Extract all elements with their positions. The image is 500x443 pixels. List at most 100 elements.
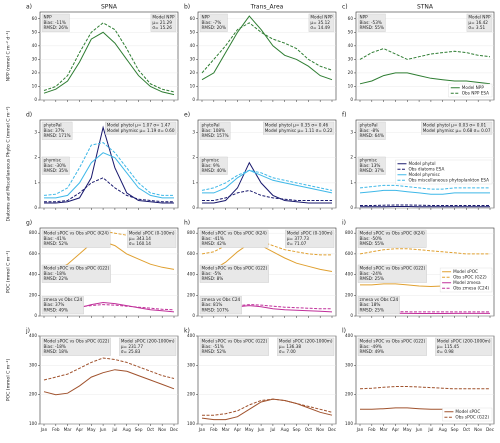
stats-text: μ= 231.77 bbox=[121, 344, 143, 349]
stats-box-bg bbox=[41, 337, 111, 356]
stats-text: Bias: 13% bbox=[360, 163, 381, 168]
series-line bbox=[359, 184, 490, 190]
stats-text: phytoPal bbox=[202, 123, 220, 128]
x-tick-label: Sep bbox=[293, 427, 301, 432]
legend-label: Model sPOC bbox=[453, 269, 478, 274]
y-tick-label: 40 bbox=[190, 43, 196, 48]
x-tick-label: Mar bbox=[64, 427, 72, 432]
x-tick-label: Nov bbox=[158, 427, 167, 432]
stats-text: Model sPOC vs Obs sPOC (K24) bbox=[360, 231, 426, 236]
x-tick-label: Sep bbox=[135, 427, 143, 432]
x-tick-label: Aug bbox=[281, 427, 290, 432]
y-tick-label: 400 bbox=[187, 333, 195, 338]
stats-text: Model NPP bbox=[152, 15, 175, 20]
series-line bbox=[359, 386, 490, 390]
x-tick-label: May bbox=[87, 427, 96, 432]
stats-text: NPP bbox=[44, 15, 53, 20]
series-line bbox=[201, 169, 333, 191]
y-tick-label: 50 bbox=[190, 29, 196, 34]
stats-text: RMSD: 26% bbox=[44, 25, 68, 30]
stats-box-bg bbox=[357, 296, 400, 315]
stats-box-bg bbox=[357, 229, 427, 248]
y-axis-label: NPP (mmol C m⁻² d⁻¹) bbox=[6, 31, 12, 82]
x-tick-label: Aug bbox=[439, 427, 448, 432]
stats-text: μ= 343.14 bbox=[129, 236, 151, 241]
stats-text: σ= 14.49 bbox=[310, 25, 330, 30]
series-line bbox=[359, 48, 491, 60]
stats-text: Model NPP bbox=[310, 15, 333, 20]
stats-text: Bias: 37% bbox=[44, 302, 65, 307]
stats-box-bg bbox=[150, 13, 177, 32]
stats-text: Bias: -53% bbox=[360, 20, 382, 25]
stats-text: Model sPOC vs Obs sPOC (G22) bbox=[202, 339, 268, 344]
stats-box-bg bbox=[357, 13, 386, 32]
x-tick-label: Jan bbox=[40, 427, 48, 432]
series-line bbox=[44, 304, 175, 311]
y-tick-label: 200 bbox=[345, 392, 353, 397]
y-tick-label: 100 bbox=[29, 421, 37, 426]
panel-label: a) bbox=[26, 4, 32, 11]
stats-box: Model sPOC vs Obs sPOC (G22)Bias: -49%RM… bbox=[357, 337, 427, 356]
stats-text: RMSD: 55% bbox=[360, 241, 384, 246]
x-tick-label: Mar bbox=[380, 427, 388, 432]
panel-label: b) bbox=[184, 4, 190, 11]
stats-box: Model sPOC vs Obs sPOC (G22)Bias: -18%RM… bbox=[41, 264, 111, 283]
y-tick-label: 400 bbox=[345, 272, 353, 277]
y-tick-label: 1 bbox=[34, 180, 37, 185]
stats-box-bg bbox=[308, 13, 335, 32]
stats-text: σ= 3.51 bbox=[468, 25, 485, 30]
y-tick-label: 50 bbox=[32, 29, 38, 34]
stats-text: μ= 16.42 bbox=[468, 20, 488, 25]
stats-text: σ= 160.14 bbox=[129, 241, 151, 246]
stats-text: Bias: -50% bbox=[360, 236, 382, 241]
x-tick-label: Jun bbox=[99, 427, 107, 432]
stats-box: Model sPOC (200-1000m)μ= 231.77σ= 25.83 bbox=[119, 337, 177, 356]
stats-text: Bias: -18% bbox=[44, 344, 66, 349]
y-tick-label: 2 bbox=[350, 155, 353, 160]
stats-box-bg bbox=[119, 337, 177, 356]
panel-label: i) bbox=[342, 220, 346, 227]
y-tick-label: 3 bbox=[350, 130, 353, 135]
y-tick-label: 0 bbox=[350, 205, 353, 210]
legend-bg bbox=[395, 159, 493, 185]
y-tick-label: 30 bbox=[190, 56, 196, 61]
stats-text: Model phymisc μ= 0.68 σ= 0.07 bbox=[423, 128, 491, 133]
y-axis-label: Diatoms and Miscellaneous Phyto C (mmol … bbox=[6, 106, 12, 221]
stats-text: RMSD: 52% bbox=[44, 241, 68, 246]
y-tick-label: 800 bbox=[187, 230, 195, 235]
stats-box: Model sPOC vs Obs sPOC (G22)Bias: -5%RMS… bbox=[199, 264, 269, 283]
y-tick-label: 0 bbox=[34, 313, 37, 318]
stats-text: RMSD: 40% bbox=[202, 168, 226, 173]
x-tick-label: Sep bbox=[451, 427, 459, 432]
series-line bbox=[43, 22, 175, 93]
panel-title: STNA bbox=[417, 4, 434, 11]
series-line bbox=[43, 31, 175, 96]
stats-box: Model sPOC (200-1000m)μ= 115.45σ= 0.98 bbox=[435, 337, 493, 356]
series-line bbox=[201, 242, 333, 272]
stats-text: μ= 377.73 bbox=[287, 236, 309, 241]
stats-box-bg bbox=[41, 156, 70, 175]
stats-box-bg bbox=[127, 229, 177, 248]
legend-bg bbox=[442, 407, 493, 422]
y-tick-label: 10 bbox=[32, 83, 38, 88]
stats-text: RMSD: 22% bbox=[44, 276, 68, 281]
x-tick-label: Nov bbox=[474, 427, 483, 432]
x-tick-label: Jul bbox=[427, 427, 433, 432]
y-tick-label: 40 bbox=[348, 43, 354, 48]
stats-text: Model sPOC vs Obs sPOC (K24) bbox=[202, 231, 268, 236]
y-tick-label: 20 bbox=[32, 70, 38, 75]
stats-text: Bias: 81% bbox=[202, 302, 223, 307]
stats-box-bg bbox=[199, 13, 228, 32]
y-tick-label: 0 bbox=[350, 97, 353, 102]
stats-box-bg bbox=[199, 264, 269, 283]
